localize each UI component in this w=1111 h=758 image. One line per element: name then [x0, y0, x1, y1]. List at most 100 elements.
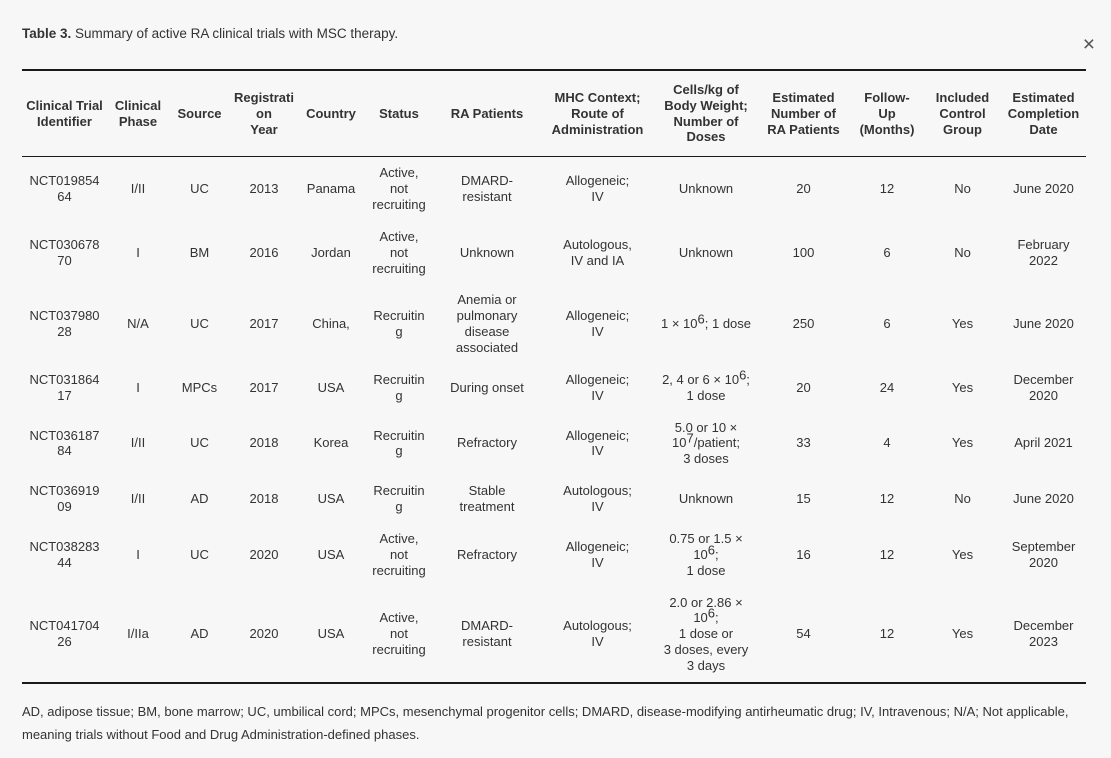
table-cell: 12: [879, 181, 895, 197]
table-cell: Recruiting: [373, 427, 425, 459]
table-cell: NCT03828344: [29, 538, 100, 570]
table-cell: I/II: [130, 491, 146, 507]
table-cell: Autologous; IV: [563, 483, 632, 515]
column-header: Estimated Completion Date: [1007, 89, 1080, 137]
table-cell: I/IIa: [127, 626, 149, 642]
table-cell: 16: [796, 546, 811, 562]
table-cell: 12: [879, 491, 895, 507]
table-cell: I: [136, 546, 140, 562]
table-cell: 2018: [249, 491, 279, 507]
table-cell: Allogeneic; IV: [565, 538, 630, 570]
table-cell: Active, not recruiting: [372, 165, 426, 213]
table-row: NCT03798028 N/A UC 2017 China, Recruiting Anem…: [22, 284, 1086, 363]
table-cell: 33: [796, 435, 811, 451]
column-header: Clinical Trial Identifier: [26, 97, 103, 129]
table-cell: Unknown: [459, 244, 515, 260]
figure-viewer-modal: × Table 3. Summary of active RA clinical…: [0, 26, 1111, 746]
close-icon[interactable]: ×: [1082, 33, 1095, 56]
table-cell: Yes: [951, 546, 974, 562]
table-cell: Korea: [313, 435, 349, 451]
table-cell: NCT03186417: [29, 371, 100, 403]
table-cell: NCT03067870: [29, 236, 100, 268]
table-cell: Unknown: [678, 181, 734, 197]
table-cell: 2020: [249, 626, 279, 642]
table-cell: Active, not recruiting: [372, 610, 426, 658]
table-cell: Active, not recruiting: [372, 530, 426, 578]
table-cell: December 2023: [1013, 618, 1074, 650]
table-cell: 20: [796, 181, 811, 197]
table-row: NCT03186417 I MPCs 2017 USA Recruiting During …: [22, 364, 1086, 412]
table-cell: No: [954, 491, 971, 507]
table-cell: Panama: [306, 181, 356, 197]
column-header: Cells/kg of Body Weight; Number of Doses: [664, 81, 748, 145]
table-cell: USA: [317, 379, 345, 395]
table-row: NCT03618784 I/II UC 2018 Korea Recruiting Refr…: [22, 412, 1086, 476]
table-cell: NCT03798028: [29, 308, 100, 340]
column-header: Follow- Up (Months): [859, 89, 915, 137]
clinical-trials-table: Clinical Trial Identifier Clinical Phase Sou…: [22, 68, 1086, 684]
table-cell: During onset: [450, 379, 524, 395]
table-cell: 2018: [249, 435, 279, 451]
table-cell: NCT01985464: [29, 173, 100, 205]
table-cell: 6: [883, 244, 891, 260]
table-footnote: AD, adipose tissue; BM, bone marrow; UC,…: [22, 703, 1069, 742]
table-row: NCT04170426 I/IIa AD 2020 USA Active, not recr…: [22, 587, 1086, 683]
table-cell: Stable treatment: [459, 483, 515, 515]
table-cell: AD: [190, 626, 209, 642]
table-cell: 100: [792, 244, 815, 260]
table-cell: Allogeneic; IV: [565, 308, 630, 340]
table-row: NCT01985464 I/II UC 2013 Panama Active, not re…: [22, 157, 1086, 221]
table-cell: AD: [190, 491, 209, 507]
table-caption-label: Table 3.: [22, 26, 72, 41]
table-cell: 15: [796, 491, 811, 507]
table-cell: Recruiting: [373, 308, 425, 340]
column-header: Source: [177, 105, 222, 121]
table-cell: 250: [792, 316, 815, 332]
table-cell: September 2020: [1011, 538, 1076, 570]
table-cell: 12: [879, 626, 895, 642]
table-cell: February 2022: [1017, 236, 1070, 268]
table-cell: 6: [883, 316, 891, 332]
table-cell: Unknown: [678, 244, 734, 260]
table-cell: Recruiting: [373, 371, 425, 403]
table-cell: April 2021: [1014, 435, 1073, 451]
table-cell: I/II: [130, 181, 146, 197]
table-cell: China,: [312, 316, 350, 332]
table-cell: Yes: [951, 435, 974, 451]
table-cell: I/II: [130, 435, 146, 451]
table-cell: 1 × 106; 1 dose: [661, 311, 752, 332]
table-cell: I: [136, 379, 140, 395]
table-cell: USA: [317, 491, 345, 507]
table-cell: Yes: [951, 379, 974, 395]
table-cell: 2.0 or 2.86 × 106; 1 dose or 3 doses, every…: [663, 594, 749, 673]
column-header: MHC Context; Route of Administration: [551, 89, 644, 137]
table-cell: Refractory: [457, 435, 517, 451]
table-cell: June 2020: [1013, 491, 1074, 507]
column-header: Clinical Phase: [114, 97, 162, 129]
table-cell: Recruiting: [373, 483, 425, 515]
table-cell: UC: [190, 435, 209, 451]
table-cell: June 2020: [1013, 316, 1074, 332]
table-cell: I: [136, 244, 140, 260]
table-cell: 20: [796, 379, 811, 395]
column-header: Country: [306, 105, 356, 121]
table-cell: BM: [189, 244, 210, 260]
column-header: Registration Year: [234, 89, 294, 137]
table-caption-text: Summary of active RA clinical trials wit…: [75, 26, 399, 41]
table-cell: UC: [190, 546, 209, 562]
table-cell: 2020: [249, 546, 279, 562]
table-cell: Allogeneic; IV: [565, 427, 630, 459]
table-cell: No: [954, 181, 971, 197]
table-cell: NCT04170426: [29, 618, 100, 650]
table-cell: UC: [190, 181, 209, 197]
table-cell: June 2020: [1013, 181, 1074, 197]
table-cell: 54: [796, 626, 811, 642]
table-cell: Autologous, IV and IA: [563, 236, 632, 268]
table-cell: Autologous; IV: [563, 618, 632, 650]
table-cell: 2013: [249, 181, 279, 197]
table-cell: MPCs: [181, 379, 218, 395]
table-cell: Unknown: [678, 491, 734, 507]
table-cell: 5.0 or 10 × 107/patient; 3 doses: [672, 419, 740, 467]
table-caption: Table 3. Summary of active RA clinical t…: [22, 26, 1089, 43]
table-cell: No: [954, 244, 971, 260]
